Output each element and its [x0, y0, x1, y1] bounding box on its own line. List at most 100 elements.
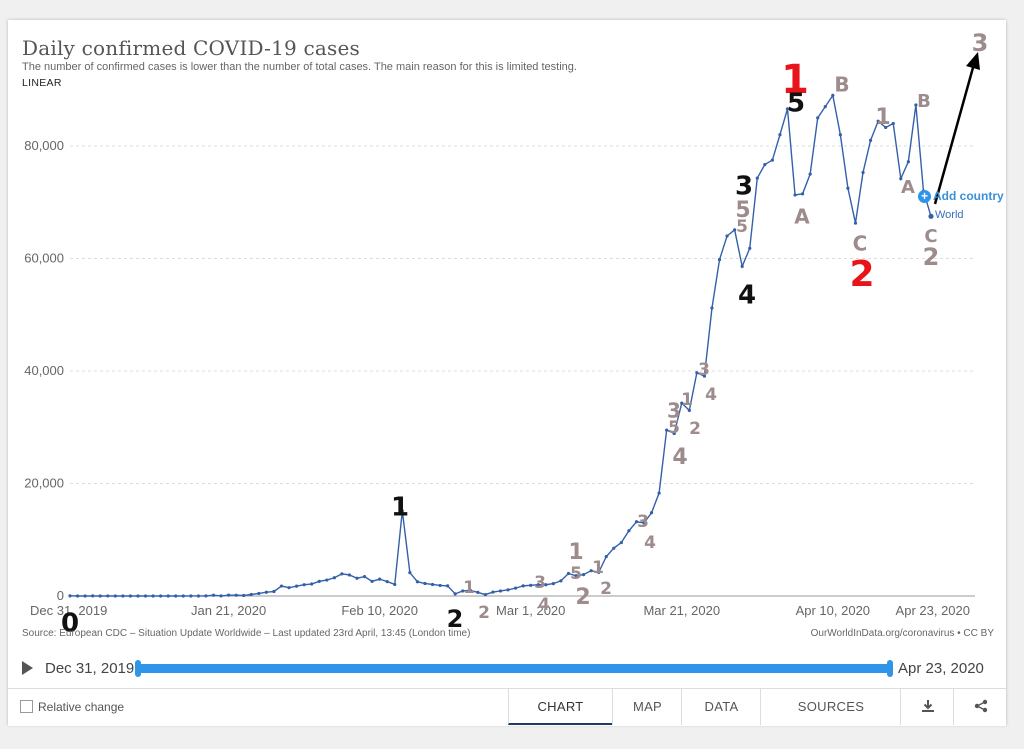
relative-change-toggle[interactable]: Relative change	[20, 700, 124, 714]
tab-chart[interactable]: CHART	[508, 689, 612, 725]
annotation-label: 2	[849, 254, 874, 295]
data-point	[264, 590, 268, 594]
data-point	[801, 192, 805, 196]
annotation-label: 1	[568, 540, 583, 565]
data-point	[453, 592, 457, 596]
data-point	[362, 575, 367, 579]
data-point	[279, 584, 284, 588]
data-point	[740, 264, 744, 268]
data-point	[272, 589, 276, 594]
tab-data[interactable]: DATA	[681, 689, 761, 725]
share-button[interactable]	[953, 689, 1007, 725]
data-point	[106, 594, 110, 598]
data-point	[332, 576, 336, 580]
controls-bar: Relative change CHART MAP DATA SOURCES	[8, 688, 1006, 726]
arrowhead-icon	[966, 52, 980, 70]
data-point	[891, 121, 895, 126]
timeline-track[interactable]	[138, 664, 890, 673]
y-tick-label: 80,000	[24, 138, 64, 153]
data-point	[68, 594, 72, 598]
data-point	[551, 582, 555, 586]
data-point	[461, 589, 465, 593]
relative-change-label: Relative change	[38, 700, 125, 714]
data-point	[899, 177, 903, 181]
x-tick-label: Mar 21, 2020	[643, 603, 720, 618]
data-point	[846, 186, 850, 190]
scale-toggle[interactable]: LINEAR	[22, 77, 62, 89]
data-point	[695, 371, 699, 375]
annotation-label: 3	[972, 29, 989, 57]
data-point	[491, 590, 495, 594]
data-point	[906, 160, 910, 164]
data-point	[717, 258, 722, 262]
data-point	[400, 509, 404, 513]
annotation-label: 5	[787, 89, 805, 119]
y-tick-label: 20,000	[24, 476, 64, 491]
annotation-label: 3	[667, 399, 681, 423]
credit-link[interactable]: OurWorldInData.org/coronavirus • CC BY	[810, 628, 994, 639]
data-point	[710, 306, 714, 310]
annotation-label: 3	[735, 172, 753, 202]
data-point	[257, 591, 261, 596]
x-tick-label: Mar 1, 2020	[496, 603, 565, 618]
data-point	[612, 546, 616, 550]
data-point	[597, 570, 601, 574]
annotation-label: 5	[570, 564, 582, 584]
data-point	[310, 582, 314, 586]
timeline-end-handle[interactable]	[887, 660, 893, 677]
data-point	[325, 578, 329, 582]
annotation-label: 4	[644, 533, 656, 553]
data-point	[385, 579, 389, 584]
annotation-label: 3	[534, 573, 546, 593]
data-point	[627, 529, 631, 533]
series-line-world	[69, 93, 932, 597]
checkbox[interactable]	[20, 700, 33, 713]
x-tick-label: Jan 21, 2020	[191, 603, 266, 618]
data-point	[529, 583, 533, 587]
data-point	[816, 116, 820, 120]
data-point	[823, 105, 827, 109]
data-point	[204, 594, 208, 598]
play-icon[interactable]	[22, 661, 33, 675]
annotation-label: B	[834, 73, 849, 97]
y-tick-label: 60,000	[24, 251, 64, 266]
data-point	[544, 583, 548, 587]
data-point	[438, 583, 442, 588]
x-tick-label: Apr 23, 2020	[896, 603, 970, 618]
data-point	[393, 582, 397, 587]
data-point	[733, 228, 737, 232]
chart-subtitle: The number of confirmed cases is lower t…	[22, 61, 577, 73]
annotation-label: 2	[923, 243, 940, 271]
data-point	[506, 588, 510, 592]
annotation-label: 4	[672, 445, 687, 470]
data-point	[574, 574, 578, 578]
data-point	[189, 594, 193, 598]
tab-map[interactable]: MAP	[612, 689, 682, 725]
y-tick-label: 0	[57, 588, 64, 603]
data-point	[468, 588, 472, 592]
data-point	[159, 594, 163, 598]
tab-sources[interactable]: SOURCES	[760, 689, 901, 725]
data-point	[128, 594, 133, 598]
data-point	[725, 234, 729, 238]
data-point	[121, 594, 125, 598]
annotation-label: 1	[681, 390, 693, 410]
last-data-point	[928, 213, 934, 219]
data-point	[174, 594, 178, 598]
data-point	[423, 581, 427, 586]
download-button[interactable]	[900, 689, 954, 725]
data-point	[702, 374, 707, 378]
annotation-label: 3	[698, 360, 710, 380]
timeline-start-handle[interactable]	[135, 660, 141, 677]
annotation-label: C	[853, 232, 868, 256]
add-country-label: Add country	[933, 189, 1004, 203]
data-point	[748, 246, 752, 250]
annotation-label: A	[901, 177, 915, 198]
add-country-button[interactable]: + Add country	[918, 189, 1004, 203]
data-point	[355, 576, 359, 580]
annotation-label: 1	[391, 493, 409, 523]
data-point	[151, 594, 155, 598]
data-point	[581, 573, 586, 577]
data-point	[227, 593, 231, 597]
data-point	[808, 172, 812, 176]
